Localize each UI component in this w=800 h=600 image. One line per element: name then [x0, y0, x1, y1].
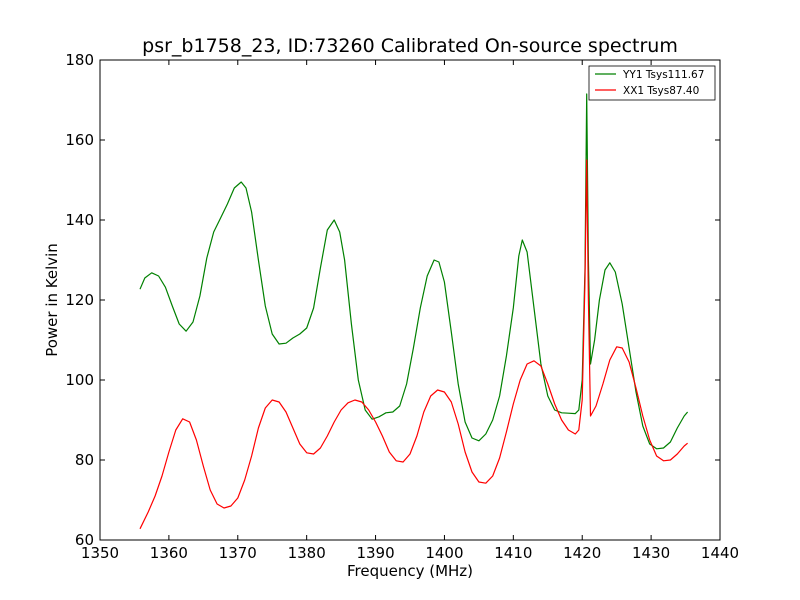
x-tick-label: 1350 — [81, 544, 119, 562]
x-tick-label: 1360 — [150, 544, 188, 562]
y-tick-label: 160 — [65, 131, 94, 149]
x-axis-title: Frequency (MHz) — [347, 562, 473, 580]
x-tick-label: 1430 — [632, 544, 670, 562]
x-tick-label: 1410 — [494, 544, 532, 562]
x-tick-label: 1400 — [425, 544, 463, 562]
legend-box — [588, 65, 716, 101]
y-tick-label: 60 — [75, 531, 94, 549]
series-layer — [139, 93, 689, 530]
x-tick-label: 1370 — [219, 544, 257, 562]
y-tick-label: 100 — [65, 371, 94, 389]
y-tick-label: 80 — [75, 451, 94, 469]
legend: YY1 Tsys111.67 XX1 Tsys87.40 — [588, 65, 716, 101]
series-line-yy1 — [139, 93, 689, 450]
y-axis-title: Power in Kelvin — [43, 243, 61, 357]
ticks-layer: 1350 1360 1370 1380 1390 1400 1410 1420 1430 1440… — [65, 51, 739, 562]
y-tick-label: 140 — [65, 211, 94, 229]
legend-label-xx1: XX1 Tsys87.40 — [623, 85, 699, 97]
x-tick-label: 1380 — [288, 544, 326, 562]
legend-label-yy1: YY1 Tsys111.67 — [622, 69, 704, 81]
plot-area — [100, 60, 720, 540]
x-tick-label: 1390 — [356, 544, 394, 562]
chart-title: psr_b1758_23, ID:73260 Calibrated On-sou… — [142, 35, 678, 57]
x-tick-label: 1420 — [563, 544, 601, 562]
series-line-xx1 — [139, 159, 688, 530]
y-tick-label: 180 — [65, 51, 94, 69]
y-tick-label: 120 — [65, 291, 94, 309]
x-tick-label: 1440 — [701, 544, 739, 562]
